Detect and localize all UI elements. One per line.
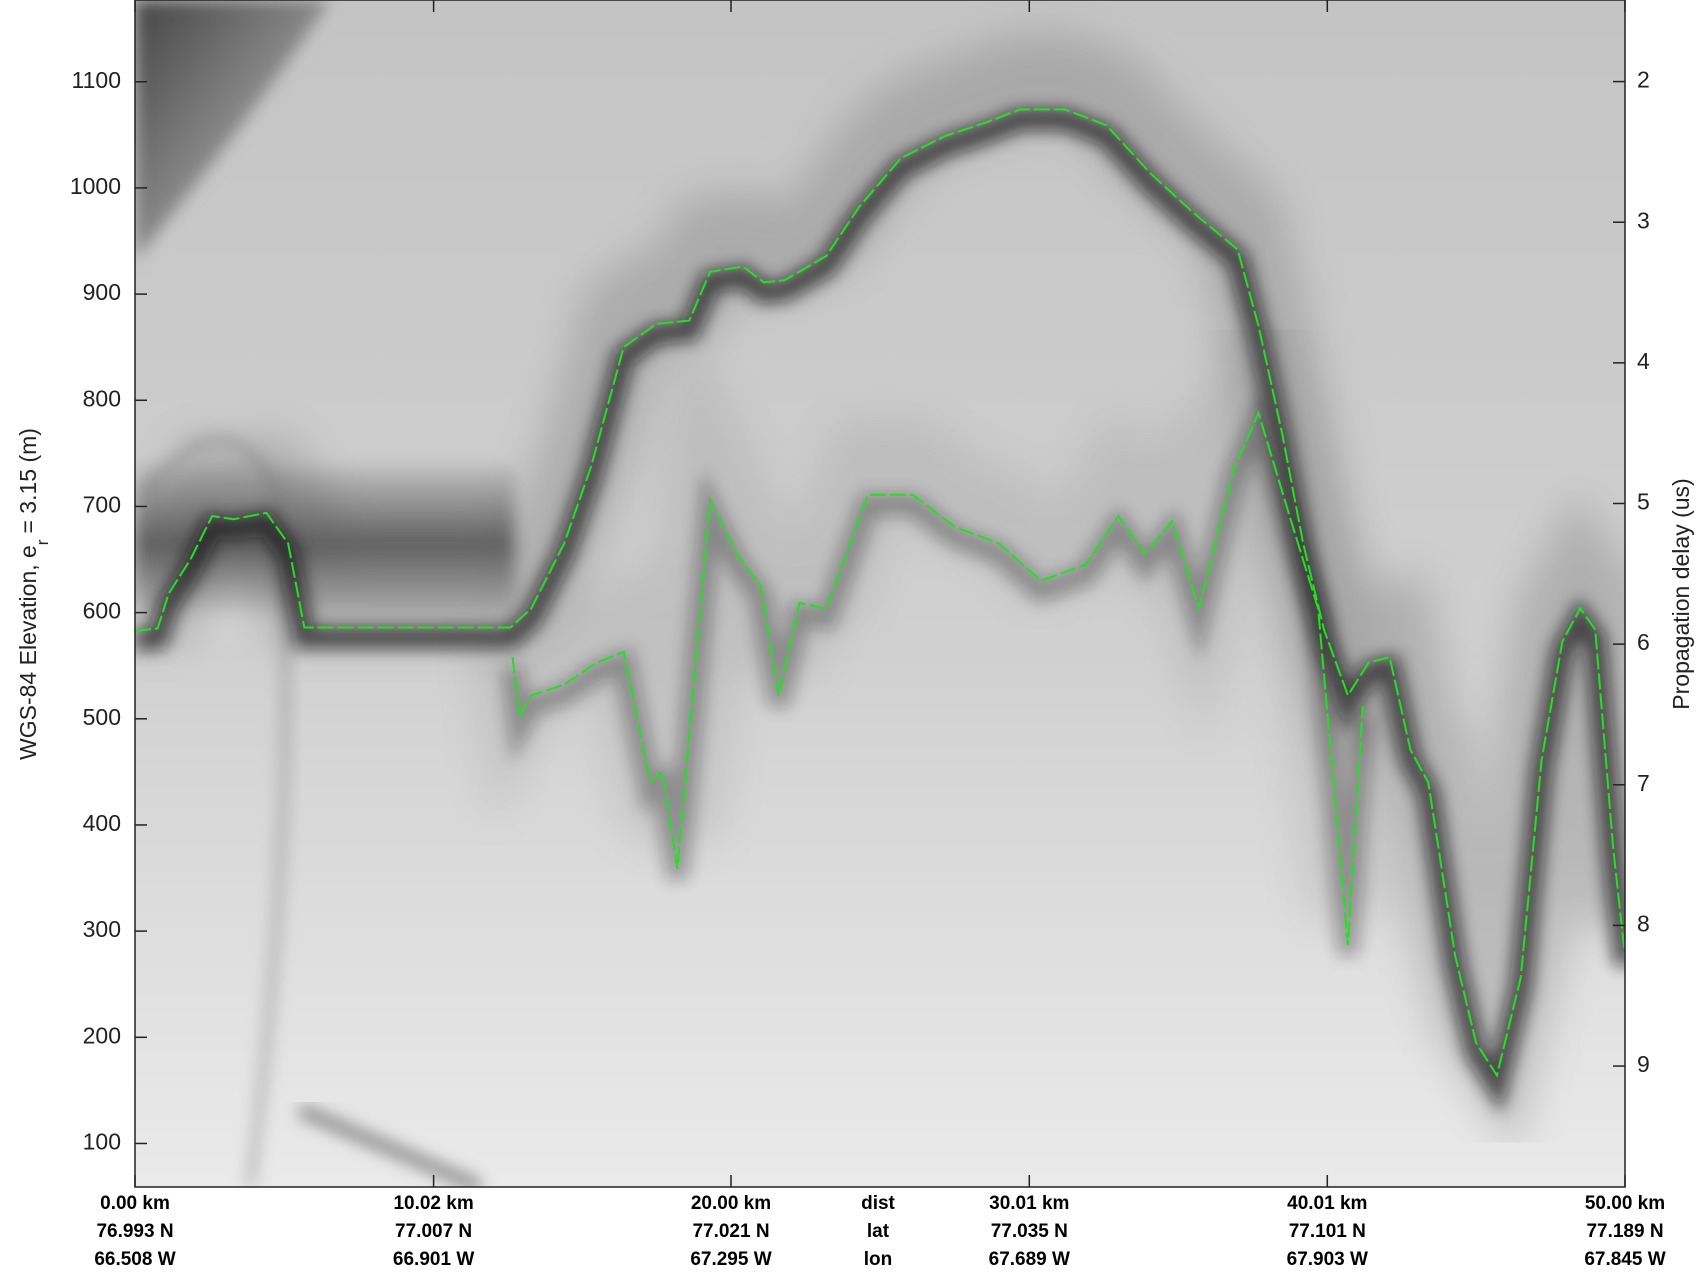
lon-label: 67.903 W bbox=[1287, 1249, 1368, 1270]
row-label: lat bbox=[867, 1221, 890, 1242]
x-tick-label: 10.02 km bbox=[393, 1193, 473, 1214]
y-tick-label: 600 bbox=[83, 598, 121, 624]
plot-frame bbox=[134, 0, 1626, 1188]
pick-line bbox=[135, 108, 1625, 1079]
echo-halo bbox=[467, 253, 1408, 919]
y2-tick-label: 4 bbox=[1637, 348, 1650, 374]
lat-label: 76.993 N bbox=[96, 1221, 173, 1242]
echogram bbox=[135, 0, 1625, 1187]
y-tick-label: 900 bbox=[83, 279, 121, 305]
pick-line bbox=[511, 410, 1364, 945]
echogram-stripe bbox=[297, 1103, 483, 1187]
x-tick-label: 50.00 km bbox=[1585, 1193, 1665, 1214]
echo-band bbox=[501, 391, 1374, 956]
y2-tick-label: 7 bbox=[1637, 770, 1650, 796]
lon-label: 67.295 W bbox=[690, 1249, 771, 1270]
y-tick-label: 1100 bbox=[72, 67, 121, 93]
y-tick-label: 100 bbox=[83, 1129, 121, 1155]
y-tick-label: 500 bbox=[83, 704, 121, 730]
x-tick-label: 0.00 km bbox=[100, 1193, 170, 1214]
row-label: lon bbox=[864, 1249, 893, 1270]
lat-label: 77.007 N bbox=[395, 1221, 472, 1242]
echo-band bbox=[135, 108, 1625, 1114]
y-tick-label: 200 bbox=[83, 1022, 121, 1048]
y2-tick-label: 6 bbox=[1637, 629, 1650, 655]
lat-label: 77.101 N bbox=[1289, 1221, 1366, 1242]
x-tick-label: 30.01 km bbox=[989, 1193, 1069, 1214]
y2-axis-label: Propagation delay (us) bbox=[1668, 478, 1694, 709]
y2-tick-label: 8 bbox=[1637, 910, 1650, 936]
lon-label: 66.901 W bbox=[393, 1249, 474, 1270]
x-tick-label: 20.00 km bbox=[691, 1193, 771, 1214]
lon-label: 67.689 W bbox=[989, 1249, 1070, 1270]
y-axis-label-tail: = 3.15 (m) bbox=[15, 428, 41, 533]
lon-label: 66.508 W bbox=[94, 1249, 175, 1270]
y-axis-label: WGS-84 Elevation, er = 3.15 (m) bbox=[15, 428, 52, 760]
y-tick-label: 400 bbox=[83, 810, 121, 836]
y-tick-label: 1000 bbox=[70, 173, 121, 199]
lat-label: 77.021 N bbox=[692, 1221, 769, 1242]
y-tick-label: 800 bbox=[83, 385, 121, 411]
plot-area bbox=[135, 108, 1625, 1079]
y2-tick-label: 3 bbox=[1637, 207, 1650, 233]
y-tick-label: 300 bbox=[83, 916, 121, 942]
y-axis-label-sub: r bbox=[33, 539, 52, 545]
x-tick-label: 40.01 km bbox=[1287, 1193, 1367, 1214]
y2-tick-label: 9 bbox=[1637, 1051, 1650, 1077]
row-label: dist bbox=[861, 1193, 895, 1214]
y-tick-label: 700 bbox=[83, 492, 121, 518]
lat-label: 77.189 N bbox=[1586, 1221, 1663, 1242]
y2-tick-label: 5 bbox=[1637, 489, 1650, 515]
lat-label: 77.035 N bbox=[991, 1221, 1068, 1242]
lon-label: 67.845 W bbox=[1584, 1249, 1665, 1270]
echogram-corner bbox=[135, 0, 330, 260]
y-axis-label-main: WGS-84 Elevation, e bbox=[15, 545, 41, 760]
y2-tick-label: 2 bbox=[1637, 67, 1650, 93]
